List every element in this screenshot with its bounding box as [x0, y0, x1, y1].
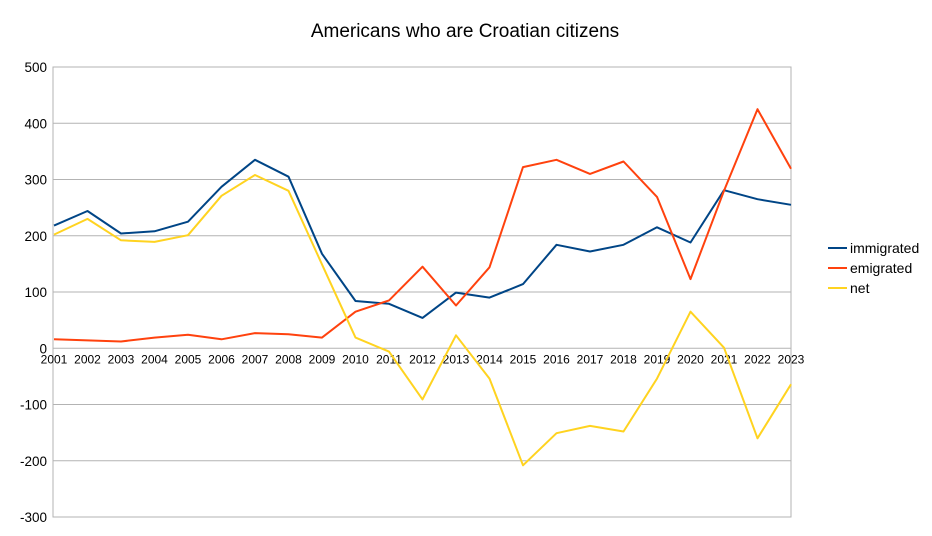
y-tick-label: 200 — [24, 229, 47, 244]
x-tick-label: 2013 — [443, 352, 470, 366]
x-tick-label: 2017 — [577, 352, 604, 366]
x-tick-label: 2002 — [74, 352, 101, 366]
x-tick-label: 2006 — [208, 352, 235, 366]
x-tick-label: 2003 — [108, 352, 135, 366]
y-tick-label: -100 — [20, 398, 47, 413]
x-tick-label: 2005 — [175, 352, 202, 366]
legend-label-immigrated: immigrated — [850, 240, 919, 256]
grid-lines — [53, 66, 791, 518]
series-lines — [53, 108, 792, 467]
x-tick-label: 2004 — [141, 352, 168, 366]
y-tick-label: 0 — [39, 341, 47, 356]
x-tick-label: 2022 — [744, 352, 771, 366]
y-axis-ticks: -300 -200 -100 0 100 200 300 400 500 — [20, 60, 47, 525]
x-tick-label: 2016 — [543, 352, 570, 366]
y-tick-label: 500 — [24, 60, 47, 75]
y-tick-label: 400 — [24, 116, 47, 131]
plot-area — [52, 66, 792, 518]
x-tick-label: 2012 — [409, 352, 436, 366]
series-line-emigrated — [53, 108, 792, 343]
x-tick-label: 2014 — [476, 352, 503, 366]
x-tick-label: 2018 — [610, 352, 637, 366]
legend-label-emigrated: emigrated — [850, 260, 912, 276]
x-tick-label: 2010 — [342, 352, 369, 366]
x-tick-label: 2021 — [711, 352, 738, 366]
legend-label-net: net — [850, 280, 870, 296]
x-tick-label: 2020 — [677, 352, 704, 366]
legend: immigrated emigrated net — [828, 240, 919, 296]
x-tick-label: 2015 — [510, 352, 537, 366]
x-axis-ticks: 2001 2002 2003 2004 2005 2006 2007 2008 2009 2010… — [41, 352, 805, 366]
y-tick-label: -200 — [20, 454, 47, 469]
y-tick-label: 300 — [24, 173, 47, 188]
x-tick-label: 2009 — [309, 352, 336, 366]
x-tick-label: 2023 — [778, 352, 805, 366]
series-line-immigrated — [53, 158, 792, 319]
series-line-net — [53, 174, 792, 467]
y-tick-label: 100 — [24, 285, 47, 300]
y-tick-label: -300 — [20, 510, 47, 525]
x-tick-label: 2008 — [275, 352, 302, 366]
x-tick-label: 2001 — [41, 352, 68, 366]
x-tick-label: 2007 — [242, 352, 269, 366]
chart-title: Americans who are Croatian citizens — [311, 21, 619, 42]
